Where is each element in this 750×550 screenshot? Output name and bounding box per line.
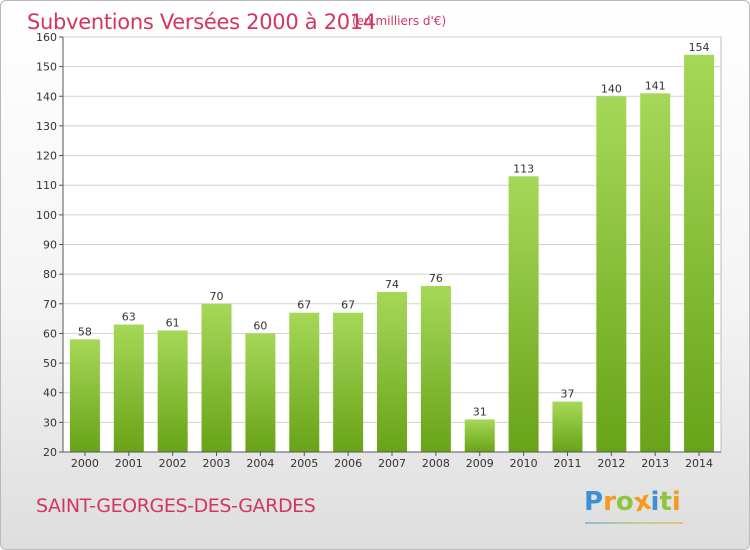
- logo-letter: t: [659, 487, 672, 517]
- bar-2011: [552, 401, 583, 452]
- y-tick-label: 40: [43, 387, 57, 400]
- bar-2004: [245, 333, 276, 452]
- x-tick-label-2008: 2008: [422, 457, 450, 470]
- x-tick-label-2013: 2013: [641, 457, 669, 470]
- x-tick-label-2001: 2001: [115, 457, 143, 470]
- y-tick-label: 50: [43, 357, 57, 370]
- data-label-2003: 70: [210, 290, 224, 303]
- y-tick-label: 60: [43, 327, 57, 340]
- data-label-2010: 113: [513, 162, 534, 175]
- data-label-2007: 74: [385, 278, 399, 291]
- x-tick-label-2003: 2003: [203, 457, 231, 470]
- bar-2010: [508, 176, 539, 453]
- bar-2007: [377, 291, 407, 452]
- data-label-2004: 60: [253, 319, 267, 332]
- commune-name: SAINT-GEORGES-DES-GARDES: [36, 495, 316, 517]
- bar-2003: [201, 303, 232, 452]
- chart-title: Subventions Versées 2000 à 2014: [27, 10, 376, 34]
- y-tick-label: 110: [36, 179, 57, 192]
- x-tick-label-2009: 2009: [466, 457, 494, 470]
- x-tick-label-2005: 2005: [290, 457, 318, 470]
- bar-2008: [420, 286, 451, 452]
- x-tick-label-2004: 2004: [246, 457, 274, 470]
- data-label-2005: 67: [297, 299, 311, 312]
- x-tick-label-2011: 2011: [553, 457, 581, 470]
- data-label-2009: 31: [473, 405, 487, 418]
- x-tick-label-2007: 2007: [378, 457, 406, 470]
- data-label-2013: 141: [645, 79, 666, 92]
- axis-layer: 20 30 40 50 60 70 80 90 100 110 120 130 140 150 160 200…: [36, 31, 721, 470]
- proxiti-logo: Proxiti: [584, 486, 681, 519]
- x-tick-label-2000: 2000: [71, 457, 99, 470]
- y-tick-label: 100: [36, 209, 57, 222]
- x-tick-label-2010: 2010: [510, 457, 538, 470]
- logo-letter: i: [671, 487, 681, 517]
- data-label-2001: 63: [122, 311, 136, 324]
- y-tick-label: 160: [36, 31, 57, 44]
- y-tick-label: 120: [36, 150, 57, 163]
- x-tick-label-2012: 2012: [597, 457, 625, 470]
- y-tick-label: 20: [43, 446, 57, 459]
- logo-letter: o: [615, 487, 634, 517]
- y-tick-label: 150: [36, 61, 57, 74]
- y-tick-label: 90: [43, 239, 57, 252]
- x-tick-label-2002: 2002: [159, 457, 187, 470]
- data-label-2000: 58: [78, 325, 92, 338]
- bar-2009: [464, 419, 495, 452]
- logo-underline: [585, 522, 683, 524]
- labels-layer: 58 63 61 70 60 67 67 74 76 31 113 37 140 141 154: [78, 41, 710, 419]
- logo-letter: r: [603, 487, 616, 517]
- bar-2012: [596, 96, 627, 453]
- logo-letter: P: [584, 487, 604, 517]
- data-label-2014: 154: [689, 41, 710, 54]
- data-label-2006: 67: [341, 299, 355, 312]
- x-tick-label-2014: 2014: [685, 457, 713, 470]
- bar-2000: [69, 339, 100, 452]
- data-label-2011: 37: [560, 388, 574, 401]
- y-tick-label: 130: [36, 120, 57, 133]
- data-label-2008: 76: [429, 272, 443, 285]
- y-tick-label: 80: [43, 268, 57, 281]
- bar-2002: [157, 330, 188, 452]
- logo-letter: i: [650, 487, 660, 517]
- bar-2005: [289, 312, 320, 452]
- bar-2013: [640, 93, 671, 453]
- bars-layer: [69, 54, 715, 453]
- bar-2001: [113, 324, 144, 452]
- data-label-2012: 140: [601, 82, 622, 95]
- chart-subtitle: (en milliers d'€): [352, 14, 447, 28]
- y-tick-label: 30: [43, 416, 57, 429]
- bar-2014: [684, 54, 715, 453]
- data-label-2002: 61: [166, 316, 180, 329]
- y-tick-label: 140: [36, 90, 57, 103]
- x-tick-label-2006: 2006: [334, 457, 362, 470]
- y-tick-label: 70: [43, 298, 57, 311]
- bar-2006: [333, 312, 364, 452]
